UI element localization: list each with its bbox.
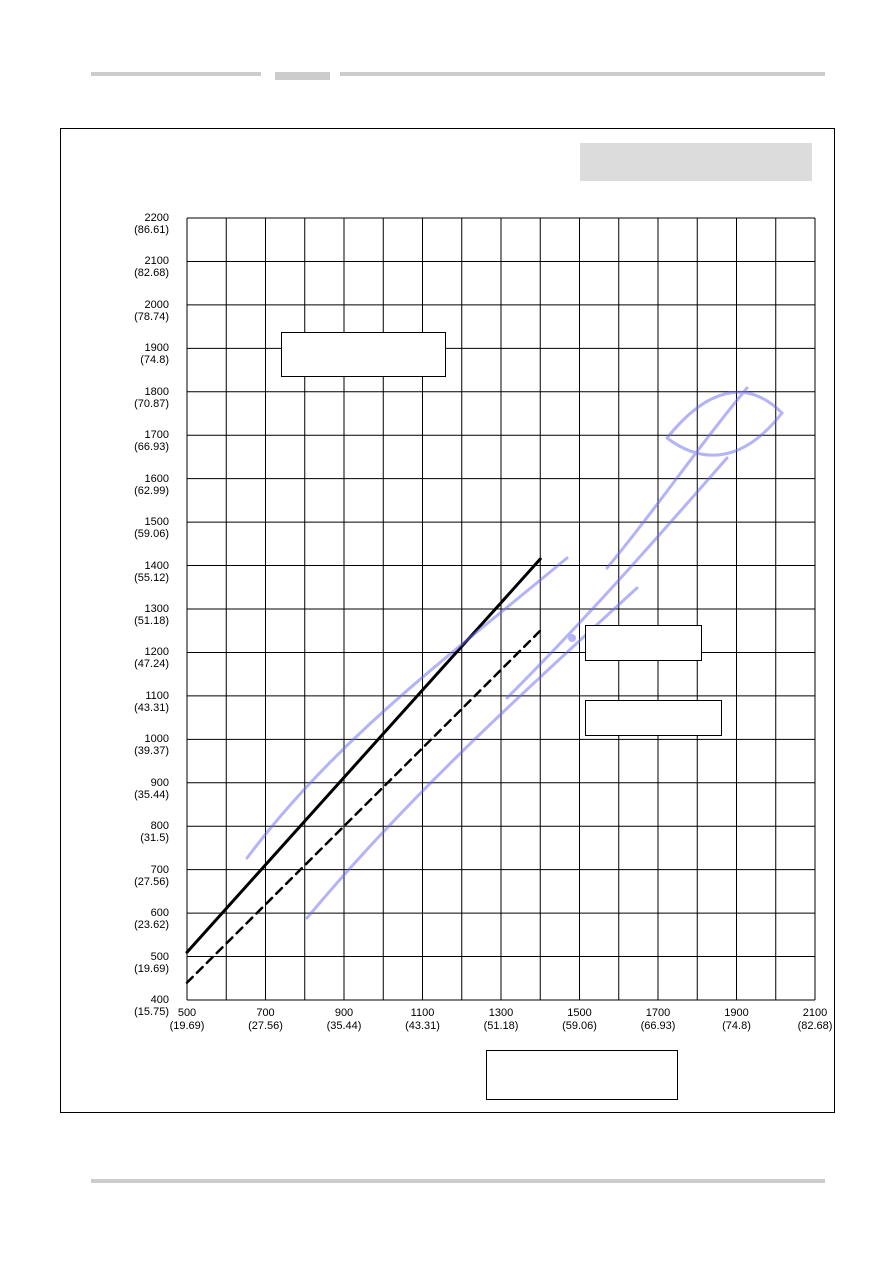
header-rule-right <box>340 72 825 76</box>
legend-top-left <box>281 332 446 377</box>
y-tick-label: 1800 (70.87) <box>134 386 169 410</box>
footer-rule <box>91 1179 825 1183</box>
y-tick-label: 1600 (62.99) <box>134 473 169 497</box>
y-tick-label: 400 (15.75) <box>134 994 169 1018</box>
y-tick-label: 500 (19.69) <box>134 951 169 975</box>
y-tick-label: 800 (31.5) <box>140 820 169 844</box>
x-tick-label: 900 (35.44) <box>327 1007 362 1033</box>
x-tick-label: 1100 (43.31) <box>405 1007 440 1033</box>
header-rule-left <box>91 72 261 76</box>
x-tick-label: 1900 (74.8) <box>722 1007 751 1033</box>
y-tick-label: 1400 (55.12) <box>134 560 169 584</box>
y-tick-label: 1000 (39.37) <box>134 733 169 757</box>
plot-area <box>187 218 815 1000</box>
x-tick-label: 700 (27.56) <box>248 1007 283 1033</box>
page: 2200 (86.61) 2100 (82.68) 2000 (78.74) 1900… <box>0 0 893 1263</box>
x-tick-label: 1500 (59.06) <box>562 1007 597 1033</box>
chart-title-box <box>580 143 812 181</box>
y-axis-labels: 2200 (86.61)2100 (82.68)2000 (78.74)1900… <box>61 218 179 1000</box>
y-tick-label: 2100 (82.68) <box>134 255 169 279</box>
y-tick-label: 1300 (51.18) <box>134 603 169 627</box>
legend-dashed <box>585 700 722 736</box>
y-tick-label: 1200 (47.24) <box>134 646 169 670</box>
y-tick-label: 2200 (86.61) <box>134 212 169 236</box>
x-tick-label: 500 (19.69) <box>170 1007 205 1033</box>
y-tick-label: 700 (27.56) <box>134 864 169 888</box>
y-tick-label: 1100 (43.31) <box>134 690 169 714</box>
x-tick-label: 1300 (51.18) <box>484 1007 519 1033</box>
x-axis-labels: 500 (19.69)700 (27.56)900 (35.44)1100 (4… <box>187 1007 815 1047</box>
x-tick-label: 2100 (82.68) <box>798 1007 833 1033</box>
chart-frame: 2200 (86.61) 2100 (82.68) 2000 (78.74) 1900… <box>60 128 835 1113</box>
y-tick-label: 1500 (59.06) <box>134 516 169 540</box>
y-tick-label: 900 (35.44) <box>134 777 169 801</box>
y-tick-label: 1700 (66.93) <box>134 429 169 453</box>
x-axis-title-box <box>486 1050 678 1100</box>
y-tick-label: 2000 (78.74) <box>134 299 169 323</box>
header-rule-mid <box>275 72 330 80</box>
y-tick-label: 1900 (74.8) <box>140 342 169 366</box>
y-tick-label: 600 (23.62) <box>134 907 169 931</box>
x-tick-label: 1700 (66.93) <box>641 1007 676 1033</box>
legend-solid <box>585 625 702 661</box>
